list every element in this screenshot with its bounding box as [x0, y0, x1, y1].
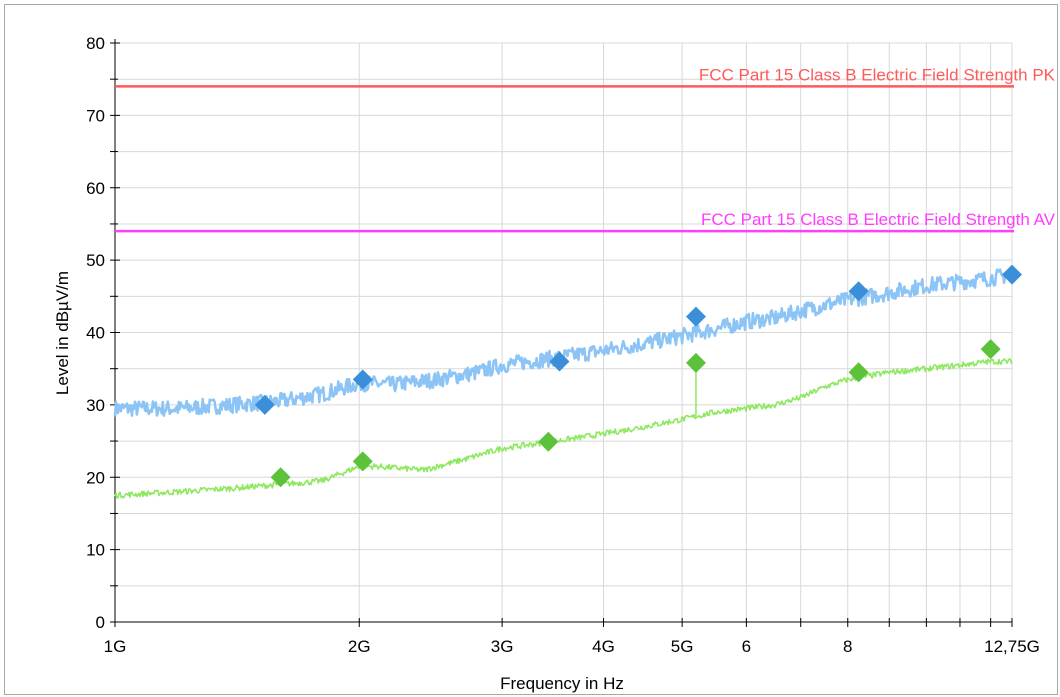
- limit-label-av: FCC Part 15 Class B Electric Field Stren…: [701, 210, 1056, 229]
- x-tick-label: 1G: [104, 637, 127, 656]
- peak-marker: [685, 306, 706, 327]
- chart-frame: [4, 4, 1058, 695]
- y-tick-label: 80: [86, 34, 105, 53]
- x-tick-label: 5G: [671, 637, 694, 656]
- x-tick-label: 3G: [491, 637, 514, 656]
- y-tick-label: 60: [86, 179, 105, 198]
- axes: 0 10 20 30 40 50 60 70 80 1G 2G 3G 4G 5G 6 8 12,75G: [86, 34, 1040, 656]
- x-tick-label: 4G: [592, 637, 615, 656]
- y-tick-label: 20: [86, 468, 105, 487]
- limit-lines: FCC Part 15 Class B Electric Field Stren…: [115, 65, 1056, 233]
- x-axis-title: Frequency in Hz: [500, 674, 624, 693]
- peak-marker: [848, 281, 869, 302]
- peak-marker: [549, 351, 570, 372]
- y-tick-label: 40: [86, 324, 105, 343]
- y-tick-label: 70: [86, 106, 105, 125]
- y-tick-label: 10: [86, 541, 105, 560]
- average-marker: [980, 339, 1001, 360]
- peak-marker: [1002, 264, 1022, 285]
- limit-label-pk: FCC Part 15 Class B Electric Field Stren…: [699, 65, 1056, 84]
- x-tick-label: 6: [742, 637, 751, 656]
- x-tick-label: 12,75G: [984, 637, 1040, 656]
- y-tick-label: 30: [86, 396, 105, 415]
- average-marker: [538, 431, 559, 452]
- x-tick-label: 2G: [348, 637, 371, 656]
- y-tick-label: 0: [96, 613, 105, 632]
- y-axis-title: Level in dBµV/m: [53, 271, 72, 395]
- axis-labels: Frequency in Hz Level in dBµV/m: [53, 271, 624, 693]
- average-marker: [848, 362, 869, 383]
- markers: [254, 264, 1022, 488]
- x-tick-label: 8: [843, 637, 852, 656]
- y-tick-label: 50: [86, 251, 105, 270]
- average-marker: [352, 451, 373, 472]
- peak-marker: [352, 369, 373, 390]
- average-marker: [685, 352, 706, 373]
- peak-marker: [254, 394, 275, 415]
- average-marker: [270, 467, 291, 488]
